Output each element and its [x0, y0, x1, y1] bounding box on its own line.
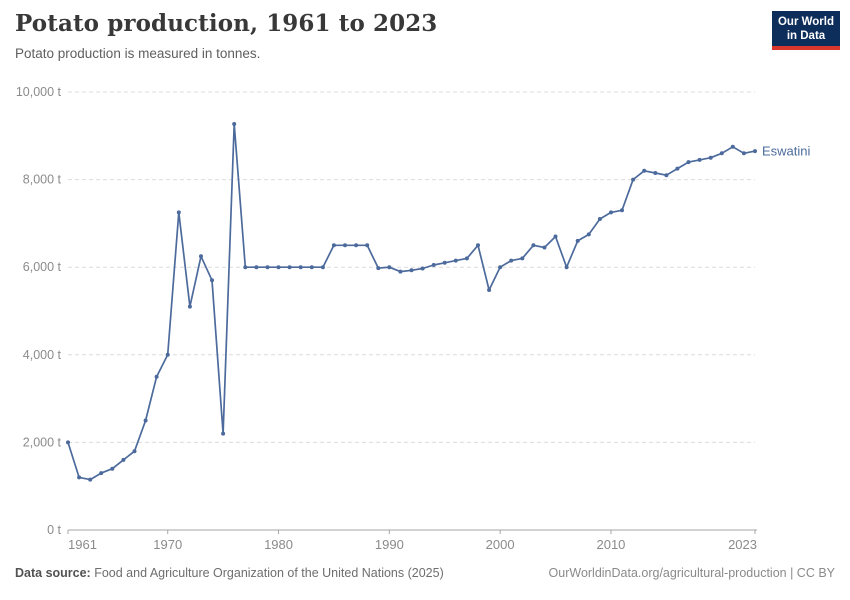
footer-link[interactable]: OurWorldinData.org/agricultural-producti… — [548, 566, 835, 580]
data-point[interactable] — [664, 173, 669, 178]
data-point[interactable] — [121, 457, 126, 462]
data-point[interactable] — [642, 168, 647, 173]
y-tick-label: 2,000 t — [23, 435, 62, 449]
data-point[interactable] — [575, 238, 580, 243]
chart-subtitle: Potato production is measured in tonnes. — [15, 46, 261, 61]
chart-header: Potato production, 1961 to 2023 Potato p… — [15, 10, 437, 61]
data-point[interactable] — [143, 418, 148, 423]
data-point[interactable] — [675, 166, 680, 171]
y-tick-label: 10,000 t — [16, 85, 62, 99]
data-point[interactable] — [210, 278, 214, 283]
data-point[interactable] — [365, 243, 370, 248]
data-point[interactable] — [243, 265, 248, 270]
owid-logo[interactable]: Our World in Data — [772, 11, 840, 50]
data-point[interactable] — [221, 431, 226, 436]
data-point[interactable] — [165, 352, 170, 357]
data-point[interactable] — [453, 258, 458, 263]
data-point[interactable] — [331, 243, 336, 248]
data-point[interactable] — [187, 304, 192, 309]
data-point[interactable] — [320, 265, 325, 270]
page-title: Potato production, 1961 to 2023 — [15, 10, 438, 37]
x-tick-label: 1980 — [264, 537, 293, 552]
data-point[interactable] — [176, 210, 181, 215]
data-point[interactable] — [708, 155, 713, 160]
data-point[interactable] — [132, 449, 137, 454]
data-point[interactable] — [66, 440, 70, 445]
y-tick-label: 4,000 t — [23, 348, 62, 362]
data-point[interactable] — [586, 232, 591, 237]
data-point[interactable] — [631, 177, 636, 182]
data-point[interactable] — [509, 258, 514, 263]
data-point[interactable] — [99, 471, 104, 476]
data-source: Data source: Food and Agriculture Organi… — [15, 566, 444, 580]
data-point[interactable] — [309, 265, 314, 270]
data-point[interactable] — [232, 122, 237, 126]
data-point[interactable] — [753, 149, 757, 154]
data-point[interactable] — [542, 245, 547, 250]
data-point[interactable] — [531, 243, 536, 248]
y-tick-label: 6,000 t — [23, 260, 62, 274]
x-tick-label: 2023 — [728, 537, 757, 552]
data-point[interactable] — [343, 243, 347, 248]
data-point[interactable] — [730, 144, 735, 149]
data-source-label: Data source: — [15, 566, 91, 580]
data-point[interactable] — [287, 265, 292, 270]
data-point[interactable] — [741, 151, 746, 156]
data-point[interactable] — [564, 265, 569, 270]
owid-logo-line1: Our World — [777, 16, 834, 28]
data-point[interactable] — [431, 263, 436, 267]
data-point[interactable] — [719, 151, 724, 156]
data-point[interactable] — [387, 265, 392, 270]
data-line — [67, 123, 756, 481]
data-point[interactable] — [298, 265, 303, 270]
y-tick-label: 0 t — [47, 523, 61, 537]
owid-logo-line2: in Data — [786, 30, 826, 42]
data-point[interactable] — [498, 265, 503, 270]
data-point[interactable] — [376, 266, 381, 271]
data-point[interactable] — [487, 288, 492, 292]
data-point[interactable] — [697, 157, 702, 162]
data-point[interactable] — [553, 234, 558, 239]
data-point[interactable] — [442, 260, 447, 265]
data-point[interactable] — [420, 266, 425, 271]
data-point[interactable] — [609, 210, 613, 215]
series-label: Eswatini — [762, 144, 811, 159]
x-tick-label: 1970 — [153, 537, 182, 552]
data-point[interactable] — [520, 256, 525, 261]
chart-footer: Data source: Food and Agriculture Organi… — [15, 566, 835, 580]
data-point[interactable] — [597, 217, 602, 221]
data-point[interactable] — [398, 269, 403, 274]
data-point[interactable] — [354, 243, 359, 248]
data-point[interactable] — [409, 268, 414, 273]
x-tick-label: 1961 — [68, 537, 97, 552]
y-tick-label: 8,000 t — [23, 173, 62, 187]
data-point[interactable] — [276, 265, 281, 270]
x-tick-label: 1990 — [375, 537, 404, 552]
data-point[interactable] — [653, 171, 658, 175]
data-point[interactable] — [686, 160, 691, 165]
line-chart[interactable]: 0 t 2,000 t 4,000 t 6,000 t 8,000 t 10,000 t 1… — [0, 0, 850, 560]
x-tick-label: 2000 — [486, 537, 515, 552]
data-point[interactable] — [154, 374, 159, 379]
data-point[interactable] — [620, 208, 624, 213]
data-point[interactable] — [265, 265, 270, 270]
data-point[interactable] — [476, 243, 480, 248]
x-tick-label: 2010 — [596, 537, 625, 552]
data-point[interactable] — [77, 475, 82, 480]
data-point[interactable] — [464, 256, 469, 261]
data-point[interactable] — [110, 466, 115, 471]
data-point[interactable] — [254, 265, 259, 270]
data-source-text: Food and Agriculture Organization of the… — [94, 566, 444, 580]
data-point[interactable] — [88, 477, 93, 482]
data-point[interactable] — [199, 254, 203, 259]
